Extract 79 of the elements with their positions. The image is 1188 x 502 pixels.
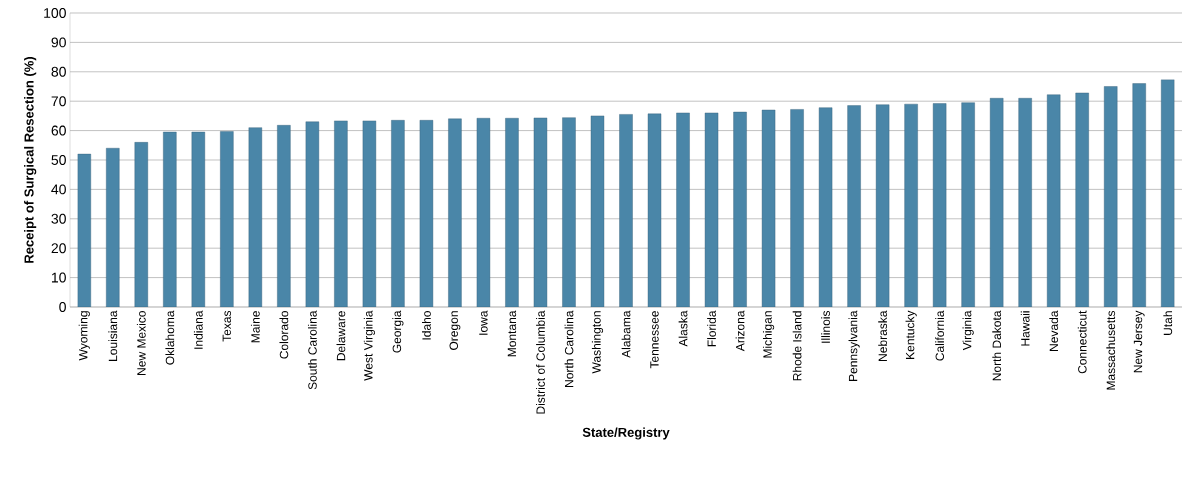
x-tick-label: Colorado (279, 311, 289, 359)
bar (562, 117, 576, 307)
x-tick-label: Pennsylvania (848, 310, 860, 381)
x-tick-label: Arizona (735, 310, 745, 352)
bar (1075, 92, 1089, 307)
x-tick-label: Texas (222, 310, 232, 342)
bar (277, 125, 291, 307)
bar (847, 105, 861, 307)
x-tick-label: Washington (591, 311, 604, 374)
bar (334, 120, 348, 307)
bar (961, 102, 975, 307)
x-tick-label: Iowa (479, 310, 488, 335)
y-tick-label: 80 (51, 66, 66, 77)
x-tick-label: Georgia (392, 310, 404, 353)
bar (77, 153, 91, 307)
x-tick-label: Alabama (621, 310, 631, 358)
y-axis-title: Receipt of Surgical Resection (%) (24, 56, 37, 263)
bar (220, 131, 234, 307)
x-axis-title: State/Registry (582, 427, 670, 440)
bar (790, 109, 804, 307)
x-tick-label: Florida (707, 310, 716, 347)
x-tick-label: Maine (250, 311, 260, 343)
y-tick-label: 0 (59, 302, 66, 312)
bar (619, 114, 633, 307)
bar (676, 112, 690, 307)
x-tick-label: Hawaii (1020, 311, 1030, 346)
x-tick-label: West Virginia (363, 310, 375, 381)
y-tick-label: 90 (51, 37, 66, 48)
y-tick-label: 40 (51, 184, 66, 195)
x-tick-label: Louisiana (108, 310, 118, 361)
x-tick-label: Kentucky (905, 310, 917, 359)
bar (505, 118, 519, 307)
bar (191, 131, 206, 307)
bar (448, 118, 462, 307)
y-tick-label: 30 (51, 213, 66, 224)
x-tick-label: Utah (1163, 311, 1173, 335)
x-tick-label: Connecticut (1077, 310, 1087, 374)
y-tick-label: 60 (51, 125, 66, 136)
x-tick-label: Oregon (449, 311, 461, 350)
x-tick-label: Delaware (336, 311, 346, 361)
y-tick-label: 10 (51, 272, 66, 283)
y-tick-label: 70 (51, 96, 66, 107)
bar (1046, 94, 1061, 307)
x-tick-label: New Mexico (136, 311, 146, 375)
x-tick-label: Alaska (678, 310, 688, 347)
x-tick-label: Idaho (422, 311, 431, 340)
bar (163, 131, 177, 307)
y-tick-label: 100 (44, 8, 66, 18)
bar (391, 120, 405, 307)
x-tick-label: Nevada (1049, 310, 1059, 351)
x-tick-label: Tennessee (650, 311, 659, 369)
x-tick-label: New Jersey (1133, 310, 1145, 373)
x-tick-label: Montana (507, 310, 517, 357)
x-tick-label: North Dakota (992, 310, 1002, 381)
bar (106, 148, 120, 307)
x-tick-label: Illinois (821, 310, 830, 343)
x-tick-label: Rhode Island (792, 311, 802, 381)
x-tick-label: California (935, 310, 945, 361)
x-tick-label: Oklahoma (165, 310, 175, 365)
x-tick-label: Nebraska (878, 310, 888, 361)
x-tick-label: Indiana (193, 310, 203, 349)
x-tick-label: Wyoming (78, 311, 90, 361)
bar (904, 103, 918, 307)
x-tick-label: Virginia (962, 310, 974, 351)
x-tick-label: South Carolina (307, 310, 317, 390)
y-tick-label: 50 (51, 155, 66, 165)
bar (1132, 83, 1146, 307)
bar (989, 98, 1004, 307)
bar (134, 142, 148, 307)
bar (248, 127, 263, 307)
bar (733, 111, 747, 307)
x-tick-label: Michigan (762, 311, 775, 358)
x-tick-label: District of Columbia (536, 310, 545, 414)
bar (1018, 98, 1032, 307)
x-tick-label: Massachusetts (1106, 310, 1116, 390)
bar (1161, 79, 1175, 307)
y-tick-label: 20 (51, 243, 66, 254)
bar (1104, 86, 1118, 307)
x-tick-label: North Carolina (564, 310, 574, 387)
